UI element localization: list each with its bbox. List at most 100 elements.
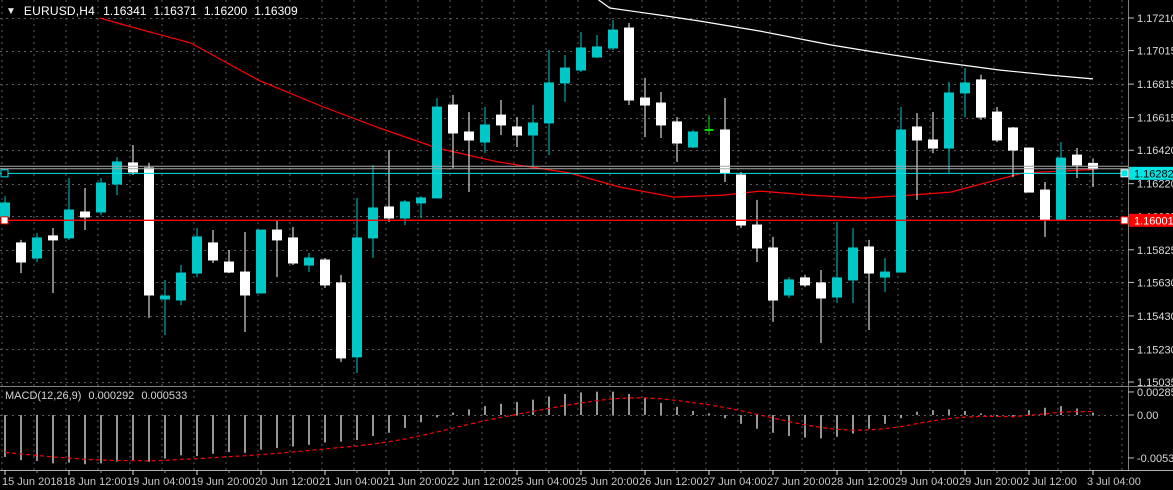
candle-body (944, 92, 954, 149)
macd-tick-label: 0.00 (1137, 410, 1158, 422)
candle-body (464, 131, 474, 141)
candle-body (928, 139, 938, 149)
candle-body (912, 126, 922, 141)
candle-body (416, 197, 426, 204)
candle-body (976, 79, 986, 118)
candle-body (992, 111, 1002, 141)
chart-header: ▼ EURUSD,H4 1.16341 1.16371 1.16200 1.16… (6, 4, 298, 18)
close-value: 1.16309 (254, 4, 298, 18)
candle-body (320, 259, 330, 286)
time-label[interactable]: 27 Jun 04:00 (703, 476, 767, 488)
macd-main-value: 0.000292 (88, 390, 135, 402)
price-tick-label: 1.16615 (1137, 113, 1173, 125)
candle-body (64, 209, 74, 239)
price-tick-label: 1.16815 (1137, 79, 1173, 91)
macd-name: MACD(12,26,9) (5, 390, 82, 402)
candle-body (160, 295, 170, 300)
ohlc-readout: 1.16341 1.16371 1.16200 1.16309 (103, 4, 298, 18)
alert-price-anchor-icon[interactable] (0, 216, 9, 225)
candle-body (832, 277, 842, 298)
time-label[interactable]: 25 Jun 20:00 (575, 476, 639, 488)
time-label[interactable]: 20 Jun 12:00 (255, 476, 319, 488)
candle-body (672, 121, 682, 144)
time-label[interactable]: 21 Jun 04:00 (319, 476, 383, 488)
candle-body (656, 102, 666, 126)
alert-price-badge: 1.16001 (1134, 215, 1173, 227)
current-price-badge-bg (1129, 166, 1173, 180)
candle-body (480, 124, 490, 143)
time-label[interactable]: 25 Jun 04:00 (511, 476, 575, 488)
time-label[interactable]: 27 Jun 20:00 (767, 476, 831, 488)
candle-body (32, 237, 42, 259)
slow-ma-line (598, 0, 1094, 80)
time-label[interactable]: 26 Jun 12:00 (639, 476, 703, 488)
time-label[interactable]: 19 Jun 20:00 (191, 476, 255, 488)
macd-signal-value: 0.000533 (141, 390, 188, 402)
open-value: 1.16341 (103, 4, 147, 18)
candle-body (768, 247, 778, 301)
candle-body (144, 167, 154, 296)
price-tick-label: 1.16220 (1137, 179, 1173, 191)
candle-body (1056, 157, 1066, 221)
time-label[interactable]: 2 Jul 12:00 (1023, 476, 1077, 488)
candle-body (800, 277, 810, 286)
candle-body (736, 174, 746, 226)
candle-body (80, 211, 90, 218)
alert-price-badge-bg (1129, 213, 1173, 227)
time-label[interactable]: 18 Jun 12:00 (63, 476, 127, 488)
macd-indicator-label: MACD(12,26,9) 0.000292 0.000533 (5, 390, 187, 402)
candle-body (176, 272, 186, 301)
candle-body (1072, 154, 1082, 166)
time-label[interactable]: 29 Jun 20:00 (959, 476, 1023, 488)
candle-body (688, 131, 698, 148)
macd-tick-label: 0.002857 (1137, 387, 1173, 399)
time-label[interactable]: 15 Jun 2018 (2, 476, 63, 488)
candle-body (16, 242, 26, 263)
candle-body (784, 279, 794, 296)
price-tick-label: 1.15430 (1137, 311, 1173, 323)
candle-body (640, 97, 650, 106)
candle-body (384, 206, 394, 219)
candle-body (304, 257, 314, 266)
candle-body (192, 236, 202, 274)
candle-body (288, 237, 298, 264)
candle-body (1040, 189, 1050, 221)
price-tick-label: 1.15035 (1137, 377, 1173, 389)
time-label[interactable]: 28 Jun 12:00 (831, 476, 895, 488)
candle-body (272, 229, 282, 241)
price-tick-label: 1.15230 (1137, 344, 1173, 356)
candle-body (624, 27, 634, 101)
time-label[interactable]: 22 Jun 12:00 (447, 476, 511, 488)
candle-body (864, 246, 874, 274)
candle-body (400, 201, 410, 219)
candle-body (880, 271, 890, 278)
symbol-dropdown-icon[interactable]: ▼ (6, 5, 16, 17)
candle-body (544, 82, 554, 124)
candle-body (208, 242, 218, 261)
low-value: 1.16200 (203, 4, 248, 18)
symbol-timeframe-label: EURUSD,H4 (23, 4, 96, 18)
candle-body (352, 237, 362, 358)
candle-body (336, 282, 346, 359)
high-value: 1.16371 (153, 4, 197, 18)
time-label[interactable]: 19 Jun 04:00 (127, 476, 191, 488)
candle-body (432, 106, 442, 199)
current-price-badge-marker-icon[interactable] (1120, 169, 1129, 178)
candle-body (224, 261, 234, 273)
current-price-anchor-icon[interactable] (0, 169, 9, 178)
alert-price-badge-marker-icon[interactable] (1120, 216, 1129, 225)
time-label[interactable]: 3 Jul 04:00 (1087, 476, 1141, 488)
candle-body (0, 202, 10, 218)
time-label[interactable]: 29 Jun 04:00 (895, 476, 959, 488)
candle-body (240, 271, 250, 296)
candle-body (1008, 127, 1018, 151)
candle-body (1024, 147, 1034, 193)
candle-body (128, 162, 138, 173)
candle-body (816, 282, 826, 299)
candle-body (448, 104, 458, 134)
candle-body (512, 126, 522, 136)
time-label[interactable]: 21 Jun 20:00 (383, 476, 447, 488)
candle-body (256, 229, 266, 294)
